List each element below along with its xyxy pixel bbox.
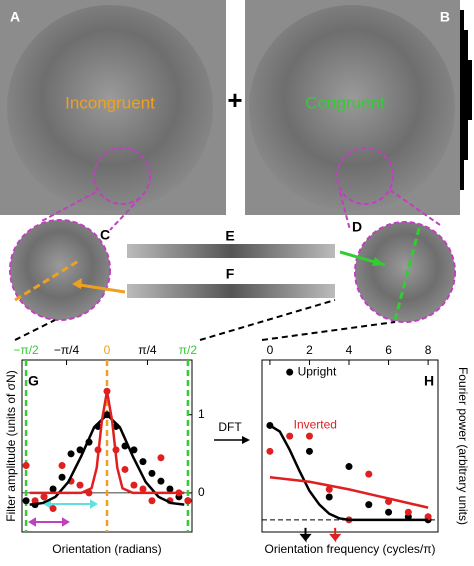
data-point [31,497,39,505]
data-point [365,501,373,509]
fit-curve [29,412,185,506]
data-point [305,447,313,455]
data-point [139,458,147,466]
data-point [121,465,129,473]
cutoff-arrow [329,527,342,543]
x-tick-label: 0 [104,343,111,357]
x-tick-label: π/2 [179,343,198,357]
connector-lines [14,299,396,341]
x-tick-label: 2 [306,343,313,357]
data-point [148,497,156,505]
orientation-d [393,224,422,321]
cutoff-arrow [299,527,312,543]
condition-label: Congruent [305,93,385,112]
data-point [385,508,393,516]
data-point [67,450,75,458]
panel-label: D [352,219,362,235]
data-point [49,505,57,513]
x-tick-label: 0 [267,343,274,357]
photo-a [7,5,213,211]
data-point [40,493,48,501]
photo-d [354,221,456,323]
y-axis-label: Filter amplitude (units of σN) [4,370,18,521]
data-point [424,513,432,521]
x-tick-label: −π/2 [13,343,39,357]
panel-label: E [225,228,234,244]
filter-strip-e [127,244,335,258]
data-point [58,462,66,470]
panel-label: A [10,9,20,25]
dft-arrowhead [242,436,250,444]
plot-frame [261,359,439,533]
fit-curve [269,424,429,522]
zoom-circle-a [93,147,151,205]
panel-label: B [440,9,450,25]
legend-label: Inverted [294,418,337,432]
panel-label: F [226,266,235,282]
photo-c [9,219,111,321]
data-point [49,485,57,493]
data-point [58,473,66,481]
histogram-bar [460,10,472,190]
x-tick-label: 4 [346,343,353,357]
panel-label: C [100,227,110,243]
photo-b [249,5,455,211]
y-axis-label: Fourier power (arbitrary units) [456,367,470,525]
data-point [365,470,373,478]
range-arrow [43,499,98,509]
condition-label: Incongruent [65,93,155,112]
data-point [325,485,333,493]
data-point [76,481,84,489]
x-axis-label: Orientation (radians) [52,542,161,556]
range-arrow [28,517,70,527]
orientation-c [14,258,81,302]
arrow-f [79,283,126,294]
panel-label: H [424,373,434,389]
x-tick-label: 8 [425,343,432,357]
x-tick-label: π/4 [138,343,157,357]
arrowhead-f [72,278,82,289]
data-point [157,454,165,462]
dft-label: DFT [218,420,242,434]
x-tick-label: 6 [385,343,392,357]
data-point [345,463,353,471]
data-point [148,469,156,477]
data-point [157,477,165,485]
x-tick-label: −π/4 [54,343,80,357]
panel-label: G [28,373,39,389]
x-axis-label: Orientation frequency (cycles/π) [264,542,435,556]
data-point [305,432,313,440]
data-point [130,446,138,454]
data-point [139,485,147,493]
fit-curve [269,475,429,509]
data-point [404,508,412,516]
data-point [22,497,30,505]
legend-label: Upright [298,364,337,378]
data-point [184,497,192,505]
data-point [130,481,138,489]
data-point [22,462,30,470]
data-point [286,432,294,440]
arrowhead-e [372,257,385,266]
y-tick-label: 0 [198,485,205,499]
data-point [76,446,84,454]
data-point [325,493,333,501]
data-point [166,485,174,493]
zoom-circle-b [336,147,394,205]
plus-sign: + [227,85,242,115]
y-tick-label: 1 [198,407,205,421]
fit-curve [29,391,185,495]
data-point [266,447,274,455]
filter-strip-f [127,284,335,298]
data-point [286,368,294,376]
